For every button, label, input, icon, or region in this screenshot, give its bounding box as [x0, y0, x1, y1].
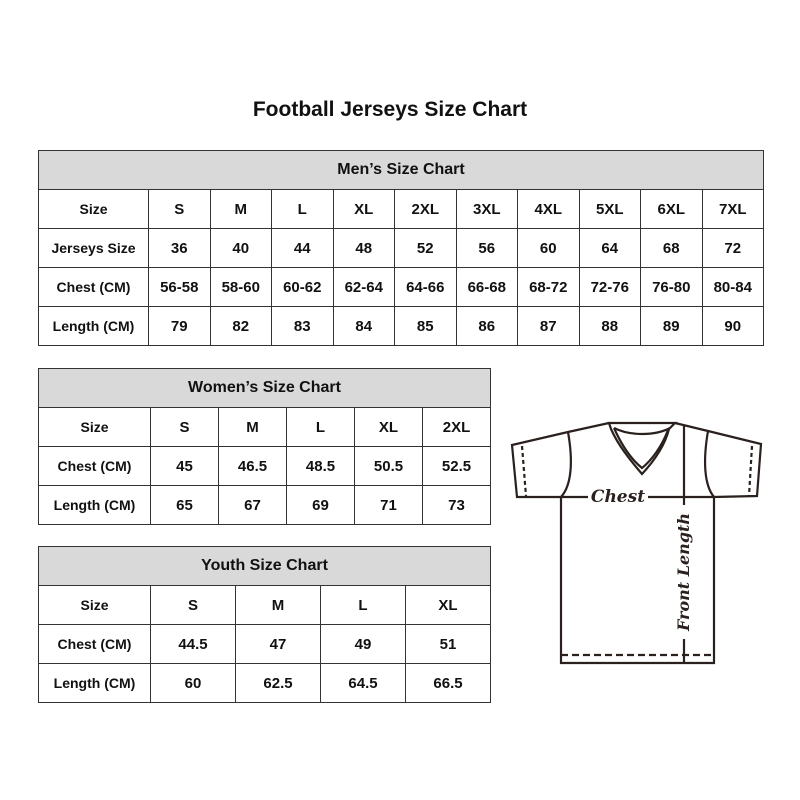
table-row: Jerseys Size 36 40 44 48 52 56 60 64 68 72 [38, 228, 764, 268]
table-heading: Youth Size Chart [38, 546, 491, 586]
table-cell: L [271, 189, 334, 229]
table-cell: 64.5 [320, 663, 406, 703]
table-cell: 86 [455, 306, 518, 346]
row-label: Chest (CM) [38, 624, 151, 664]
table-cell: 79 [148, 306, 211, 346]
table-cell: 90 [701, 306, 764, 346]
table-cell: 6XL [640, 189, 703, 229]
table-row: Length (CM) 65 67 69 71 73 [38, 485, 491, 525]
table-row: Size S M L XL 2XL [38, 407, 491, 447]
table-cell: 68-72 [517, 267, 580, 307]
table-cell: 85 [394, 306, 457, 346]
chest-label: Chest [591, 487, 645, 507]
jersey-outline [510, 421, 763, 665]
table-row: Length (CM) 60 62.5 64.5 66.5 [38, 663, 491, 703]
table-row: Chest (CM) 45 46.5 48.5 50.5 52.5 [38, 446, 491, 486]
table-cell: M [218, 407, 287, 447]
table-row: Size S M L XL 2XL 3XL 4XL 5XL 6XL 7XL [38, 189, 764, 229]
table-cell: XL [332, 189, 395, 229]
table-cell: 36 [148, 228, 211, 268]
table-cell: 45 [150, 446, 219, 486]
table-cell: 73 [422, 485, 491, 525]
row-label: Jerseys Size [38, 228, 149, 268]
table-cell: L [320, 585, 406, 625]
mens-size-table: Men’s Size Chart Size S M L XL 2XL 3XL 4XL 5XL 6XL… [38, 150, 764, 346]
table-row: Chest (CM) 44.5 47 49 51 [38, 624, 491, 664]
table-cell: M [235, 585, 321, 625]
page-title: Football Jerseys Size Chart [252, 98, 528, 121]
table-cell: 62.5 [235, 663, 321, 703]
table-cell: 80-84 [701, 267, 764, 307]
table-cell: 52.5 [422, 446, 491, 486]
table-cell: L [286, 407, 355, 447]
table-cell: 72-76 [578, 267, 641, 307]
table-heading: Men’s Size Chart [38, 150, 764, 190]
table-cell: 65 [150, 485, 219, 525]
table-heading: Women’s Size Chart [38, 368, 491, 408]
table-cell: 84 [332, 306, 395, 346]
table-cell: 50.5 [354, 446, 423, 486]
table-cell: 60-62 [271, 267, 334, 307]
row-label: Length (CM) [38, 306, 149, 346]
table-cell: 44 [271, 228, 334, 268]
table-cell: 87 [517, 306, 580, 346]
womens-size-table: Women’s Size Chart Size S M L XL 2XL Chest (CM)… [38, 368, 491, 525]
table-cell: 5XL [578, 189, 641, 229]
table-cell: 88 [578, 306, 641, 346]
table-cell: 51 [405, 624, 491, 664]
table-cell: S [150, 585, 236, 625]
table-cell: 49 [320, 624, 406, 664]
table-cell: 60 [150, 663, 236, 703]
table-cell: 56-58 [148, 267, 211, 307]
table-cell: XL [354, 407, 423, 447]
table-cell: 67 [218, 485, 287, 525]
row-label: Size [38, 407, 151, 447]
front-length-label: Front Length [674, 513, 693, 632]
table-cell: 48.5 [286, 446, 355, 486]
row-label: Chest (CM) [38, 446, 151, 486]
table-cell: 66-68 [455, 267, 518, 307]
table-row: Size S M L XL [38, 585, 491, 625]
row-label: Size [38, 585, 151, 625]
table-cell: 7XL [701, 189, 764, 229]
table-cell: 60 [517, 228, 580, 268]
row-label: Length (CM) [38, 485, 151, 525]
table-cell: 2XL [422, 407, 491, 447]
youth-size-table: Youth Size Chart Size S M L XL Chest (CM) 44.5 4… [38, 546, 491, 703]
table-cell: 69 [286, 485, 355, 525]
table-cell: 71 [354, 485, 423, 525]
table-cell: 76-80 [640, 267, 703, 307]
row-label: Size [38, 189, 149, 229]
table-cell: 47 [235, 624, 321, 664]
table-cell: 68 [640, 228, 703, 268]
table-cell: 48 [332, 228, 395, 268]
table-cell: 62-64 [332, 267, 395, 307]
table-cell: 44.5 [150, 624, 236, 664]
table-cell: 82 [209, 306, 272, 346]
table-cell: 40 [209, 228, 272, 268]
table-row: Length (CM) 79 82 83 84 85 86 87 88 89 90 [38, 306, 764, 346]
table-cell: 66.5 [405, 663, 491, 703]
